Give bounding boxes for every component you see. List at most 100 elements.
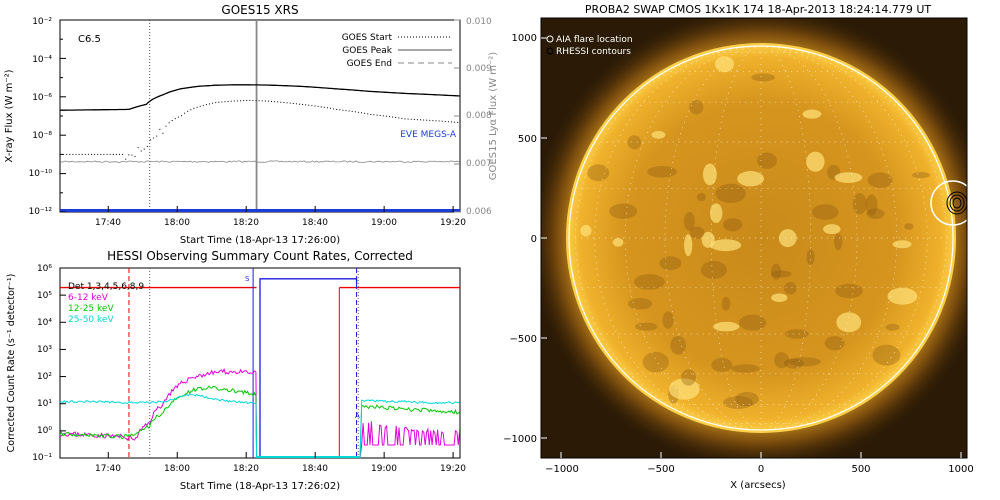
goes-short-channel-point [370,114,372,115]
goes-short-channel-point [181,115,182,117]
goes-short-channel-point [63,153,65,155]
dark-region [670,335,687,355]
dark-region [711,357,733,372]
goes-short-channel-point [373,114,375,116]
dark-region [757,152,777,169]
hessi-legend-det: Det 1,3,4,5,6,8,9 [68,282,144,292]
goes-short-channel-point [454,121,456,123]
goes-short-channel-point [146,145,148,147]
swap-legend: AIA flare location RHESSI contours [546,35,633,57]
goes-short-channel-point [429,119,431,121]
goes-short-channel-point [119,153,120,155]
goes-short-channel-series [60,99,459,160]
goes-short-channel-point [305,104,307,106]
goes-short-channel-point [308,104,310,106]
goes-short-channel-point [100,153,102,155]
hessi-ytick: 10⁻¹ [32,453,52,463]
goes-ytick: 10⁻² [32,17,52,27]
goes-short-channel-point [125,158,127,160]
longitude-line [760,45,947,431]
active-region [737,171,764,187]
goes-short-channel-point [413,119,415,120]
goes-short-channel-point [209,103,210,105]
hessi-xtick: 18:20 [233,464,259,474]
dark-region [609,203,638,219]
longitude-line [760,45,898,431]
goes-y2tick: 0.006 [466,207,492,217]
goes-short-channel-point [398,117,400,119]
goes-y2tick: 0.008 [466,111,492,121]
dark-region [866,208,885,219]
goes-short-channel-point [376,114,378,116]
goes-short-channel-point [134,156,136,157]
swap-ytick: −500 [510,334,537,345]
swap-x-tick-labels: −1000 −500 0 500 1000 [545,464,974,475]
goes-short-channel-point [457,121,459,123]
goes-short-channel-point [286,102,288,104]
active-region [892,240,912,249]
goes-ytick: 10⁻⁴ [32,55,52,65]
dark-region [662,311,674,329]
goes-short-channel-point [91,153,92,155]
goes-short-channel-point [165,125,167,127]
goes-short-channel-point [143,148,145,150]
goes-short-channel-point [97,153,99,155]
goes-short-channel-point [174,118,176,120]
goes-short-channel-point [205,104,207,106]
goes-short-channel-point [311,105,313,107]
dark-region [788,357,821,367]
hessi-title: HESSI Observing Summary Count Rates, Cor… [107,249,413,263]
goes-short-channel-point [330,107,331,109]
goes-short-channel-point [199,105,201,107]
goes-short-channel-point [109,153,111,155]
goes-short-channel-point [255,100,257,102]
hessi-series-line-after-gap-12-25-keV [359,404,460,458]
dark-region [681,369,696,386]
active-region [710,203,723,224]
dark-region [587,164,610,182]
dark-region [731,364,760,373]
dark-region [806,249,815,265]
dark-region [642,351,669,373]
dark-region [634,322,658,331]
goes-legend-end: GOES End [347,59,392,69]
dark-region [723,396,753,409]
goes-short-channel-point [389,116,390,118]
goes-short-channel-point [69,153,71,155]
rhessi-contour [946,191,967,215]
hessi-ytick: 10⁵ [37,291,52,301]
goes-short-channel-point [395,117,397,118]
goes-ylabel-right: GOES15 Lyα Flux (W m⁻²) [488,52,499,180]
goes-short-channel-point [137,147,139,149]
goes-short-channel-point [367,113,369,115]
goes-short-channel-point [103,153,105,155]
goes-eve-label: EVE MEGS-A [400,130,457,140]
goes-short-channel-point [407,118,409,120]
goes-short-channel-point [159,128,161,130]
swap-y-tick-labels: 1000 500 0 −500 −1000 [503,33,537,445]
swap-ytick: 1000 [512,33,537,44]
goes-short-channel-point [354,111,356,113]
goes-short-channel-point [264,100,266,102]
dark-region [912,172,930,179]
dark-region [647,166,677,178]
hessi-a-marker: A [355,412,360,420]
dark-region [771,263,782,280]
goes-short-channel-point [295,103,297,105]
goes-short-channel-point [75,153,77,155]
dark-region [904,223,914,230]
dark-region [784,282,797,295]
goes-xtick: 18:40 [302,218,328,228]
dark-region [627,135,642,150]
hessi-x-tick-labels: 17:40 18:00 18:20 18:40 19:00 19:20 [95,464,466,474]
dark-region [784,329,809,339]
hessi-series-line-12-25-keV [60,385,258,458]
hessi-s-marker: S [245,275,250,283]
longitude-line [575,45,762,431]
hessi-legend: Det 1,3,4,5,6,8,9 6-12 keV 12-25 keV 25-… [68,282,144,325]
goes-xtick: 18:00 [164,218,190,228]
goes-short-channel-point [392,116,394,118]
goes-short-channel-point [249,99,251,101]
dark-region [824,336,845,351]
goes-short-channel-point [441,120,443,122]
